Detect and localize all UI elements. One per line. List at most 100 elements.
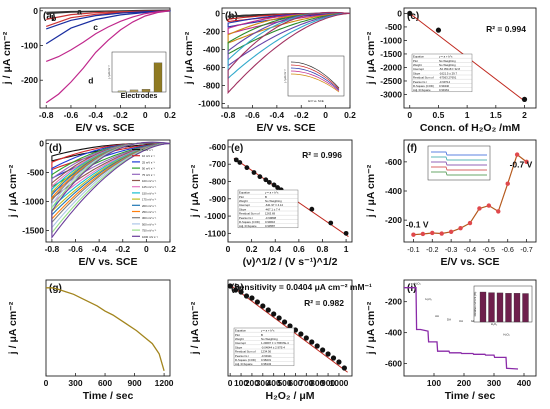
inset-bar	[505, 293, 512, 323]
data-point	[260, 303, 266, 309]
data-point	[505, 181, 510, 186]
fit-table-value: 1.29697 ± 1.76567E-4	[261, 341, 289, 345]
fit-table-value: No Weighting	[439, 63, 456, 67]
y-ticks: -200 -400 -600	[385, 157, 407, 225]
inset-bar	[522, 293, 529, 323]
panel-label: (e)	[231, 143, 243, 154]
inset-line	[431, 166, 487, 171]
legend-entry: 50 mV s⁻¹	[142, 167, 155, 171]
fit-table-value: y = a + b*x	[261, 329, 275, 333]
x-tick-label: -0.2	[113, 110, 128, 120]
y-axis-label: j / μA cm⁻²	[365, 31, 377, 85]
data-point	[275, 185, 280, 190]
annotation: Glu	[471, 319, 476, 323]
data-point	[238, 289, 244, 295]
x-tick-label: 100	[427, 378, 441, 388]
data-point	[411, 232, 416, 237]
legend-entry: 175 mV s⁻¹	[142, 198, 156, 202]
inset-chart: Relative current (%)	[473, 285, 533, 323]
data-point	[309, 339, 315, 345]
inset-bar	[479, 291, 487, 323]
x-tick-label: -0.6	[68, 244, 83, 254]
data-point	[303, 335, 309, 341]
x-tick-label: 300	[487, 378, 501, 388]
y-ticks: -600 -700 -800 -900 -1000 -1100	[204, 142, 231, 238]
fit-table-value: y = a + b*x	[439, 55, 453, 59]
curve-label-b: b	[51, 13, 56, 23]
fit-table-value: 0.98231	[261, 358, 272, 362]
y-axis-label: j / μA cm⁻²	[1, 31, 13, 85]
annotation: H₂O₂	[503, 333, 509, 337]
inset-y-label: j / μA cm⁻²	[107, 65, 111, 79]
fit-table-value: -67563.27691	[439, 76, 457, 80]
data-point	[271, 182, 277, 188]
x-tick-label: 0	[323, 110, 328, 120]
plot-frame	[227, 139, 353, 243]
data-point	[257, 174, 263, 180]
series-d	[45, 10, 171, 104]
y-tick-label: -400	[203, 44, 220, 54]
annotation: H₂O₂	[414, 282, 420, 286]
x-tick-label: -0.8	[45, 244, 60, 254]
fit-table-key: R-Square (COD)	[239, 220, 260, 224]
fit-table-key: Slope	[239, 207, 247, 211]
x-tick-label: 500	[277, 378, 291, 388]
legend-entry: 750 mV s⁻¹	[142, 229, 156, 233]
y-tick-label: -600	[385, 157, 402, 167]
fit-table-key: Weight	[239, 199, 248, 203]
data-point	[244, 165, 250, 171]
annotation: DA	[447, 317, 451, 321]
y-tick-label: -400	[385, 186, 402, 196]
legend-entry: 1000 mV s⁻¹	[142, 235, 158, 239]
fit-table-key: Intercept	[235, 341, 246, 345]
data-point	[227, 283, 233, 289]
fit-table-key: Pearson's r	[413, 80, 427, 84]
inset-bar	[488, 292, 495, 323]
x-tick-label: 0	[143, 110, 148, 120]
annotation: H₂O₂	[425, 297, 431, 301]
legend-entry: 150 mV s⁻¹	[142, 191, 156, 195]
series-a	[46, 9, 171, 15]
inset-line	[290, 70, 340, 92]
x-tick-label: 0	[228, 378, 233, 388]
curve-label-a: a	[77, 6, 82, 16]
panel-label: (f)	[407, 143, 417, 154]
inset-line	[290, 64, 340, 90]
x-ticks: 100 200 300 400	[427, 373, 531, 388]
plot-frame	[45, 139, 171, 243]
y-tick-label: 0	[39, 138, 44, 148]
y-tick-label: -200	[21, 75, 38, 85]
x-tick-label: -0.5	[483, 245, 495, 254]
plot-frame	[403, 7, 537, 109]
annotation: H₂O₂	[491, 322, 497, 326]
data-point	[237, 160, 243, 165]
x-tick-label: 2	[522, 110, 527, 120]
x-tick-label: -0.7	[520, 245, 532, 254]
fit-table-value: Nc-Weighting	[439, 59, 456, 63]
x-tick-label: 0	[44, 378, 49, 388]
y-tick-label: -1000	[380, 35, 402, 45]
data-point	[458, 225, 463, 231]
fit-table-key: Equation	[239, 191, 250, 195]
x-tick-label: 0	[407, 110, 412, 120]
fit-table-value: -52.35118 ± 32.8	[439, 67, 460, 71]
fit-table: Equation y = a + b*x Plot B Weight No Weighti…	[233, 327, 295, 366]
fit-table-value: B	[265, 195, 267, 199]
y-tick-label: -1500	[22, 225, 44, 235]
panel-label: (a)	[43, 11, 55, 22]
x-tick-label: -0.4	[92, 244, 107, 254]
inset-bar	[117, 90, 127, 93]
inset-line	[431, 151, 487, 156]
inset-line	[290, 67, 340, 91]
fit-table-value: 1263.69	[265, 212, 276, 216]
y-tick-label: -200	[203, 26, 220, 36]
fit-table-key: Intercept	[239, 203, 250, 207]
x-ticks: -0.8 -0.6 -0.4 -0.2 0 0.2	[45, 239, 176, 254]
x-axis-label: Concn. of H₂O₂ /mM	[420, 122, 521, 134]
x-axis-label: Time / sec	[83, 390, 134, 402]
data-point	[309, 206, 315, 212]
fit-table-box	[233, 327, 295, 366]
y-axis-label: j / μA cm⁻²	[189, 164, 201, 218]
fit-table-value: -467.1 ± 7.4	[265, 207, 280, 211]
